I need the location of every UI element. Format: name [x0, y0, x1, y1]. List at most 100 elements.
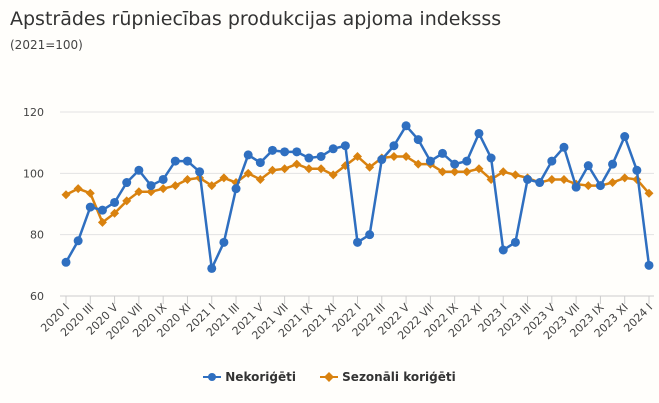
circle-marker-icon — [203, 373, 222, 381]
data-point — [365, 230, 375, 240]
y-tick-label: 120 — [23, 106, 44, 119]
data-point — [595, 181, 605, 191]
data-point — [267, 165, 277, 175]
data-point — [73, 236, 83, 246]
data-point — [608, 178, 618, 188]
data-point — [219, 173, 229, 183]
data-point — [547, 156, 557, 166]
data-point — [583, 181, 593, 191]
data-point — [583, 161, 593, 171]
data-point — [425, 156, 435, 166]
data-point — [340, 141, 350, 151]
legend: Nekoriģēti Sezonāli koriģēti — [0, 370, 659, 385]
data-point — [353, 237, 362, 247]
data-point — [122, 178, 132, 188]
data-point — [61, 257, 71, 267]
data-point — [413, 135, 423, 145]
data-point — [61, 190, 71, 200]
data-point — [450, 167, 460, 177]
legend-label: Nekoriģēti — [225, 370, 296, 384]
data-point — [292, 159, 302, 169]
data-point — [413, 159, 423, 169]
data-point — [182, 156, 192, 166]
data-point — [510, 237, 520, 247]
y-tick-label: 80 — [30, 229, 44, 242]
data-point — [170, 156, 180, 166]
data-point — [292, 147, 302, 157]
data-point — [644, 188, 654, 198]
data-point — [328, 144, 338, 154]
y-tick-label: 100 — [23, 167, 44, 180]
data-point — [498, 245, 508, 255]
data-point — [195, 167, 205, 177]
y-tick-label: 60 — [30, 290, 44, 303]
data-point — [523, 174, 533, 184]
data-point — [547, 174, 557, 184]
data-point — [559, 142, 569, 152]
data-point — [158, 174, 168, 184]
data-point — [353, 151, 362, 161]
legend-item-nekorigeti[interactable]: Nekoriģēti — [203, 370, 296, 384]
data-point — [328, 170, 338, 180]
data-point — [182, 174, 192, 184]
data-point — [85, 202, 95, 212]
data-point — [85, 188, 95, 198]
data-point — [170, 181, 180, 191]
data-point — [462, 156, 472, 166]
data-point — [365, 162, 375, 172]
data-point — [389, 151, 399, 161]
data-point — [438, 167, 448, 177]
data-point — [122, 196, 132, 206]
data-point — [620, 132, 630, 142]
diamond-marker-icon — [320, 372, 339, 382]
data-point — [304, 164, 314, 174]
data-point — [255, 158, 265, 168]
data-point — [316, 151, 326, 161]
data-point — [134, 165, 144, 175]
data-point — [316, 164, 326, 174]
data-point — [438, 148, 448, 158]
data-point — [97, 217, 107, 227]
data-point — [97, 205, 107, 215]
data-point — [207, 181, 217, 191]
data-point — [280, 147, 290, 157]
data-point — [486, 153, 496, 163]
data-point — [450, 159, 460, 169]
data-point — [644, 260, 654, 270]
data-point — [243, 168, 253, 178]
data-point — [535, 178, 545, 188]
data-point — [498, 167, 508, 177]
data-point — [243, 150, 253, 160]
data-point — [219, 237, 229, 247]
data-point — [146, 181, 156, 191]
series-line-1 — [65, 154, 650, 225]
data-point — [73, 184, 83, 194]
data-point — [620, 173, 630, 183]
chart-title: Apstrādes rūpniecības produkcijas apjoma… — [10, 8, 502, 30]
data-point — [158, 184, 168, 194]
data-point — [571, 182, 581, 192]
data-point — [474, 128, 484, 138]
data-point — [632, 165, 642, 175]
data-point — [207, 263, 217, 273]
data-point — [389, 141, 399, 151]
data-point — [304, 153, 314, 163]
data-point — [559, 174, 569, 184]
data-point — [510, 170, 520, 180]
data-point — [231, 184, 241, 194]
data-point — [474, 164, 484, 174]
chart-subtitle: (2021=100) — [10, 38, 83, 52]
data-point — [280, 164, 290, 174]
data-point — [134, 187, 144, 197]
data-point — [401, 151, 411, 161]
data-point — [608, 159, 618, 169]
data-point — [377, 155, 387, 165]
data-point — [462, 167, 472, 177]
data-point — [255, 174, 265, 184]
data-point — [110, 197, 120, 207]
legend-label: Sezonāli koriģēti — [342, 370, 456, 384]
data-point — [401, 121, 411, 131]
legend-item-sezonali-korigeti[interactable]: Sezonāli koriģēti — [320, 370, 456, 384]
